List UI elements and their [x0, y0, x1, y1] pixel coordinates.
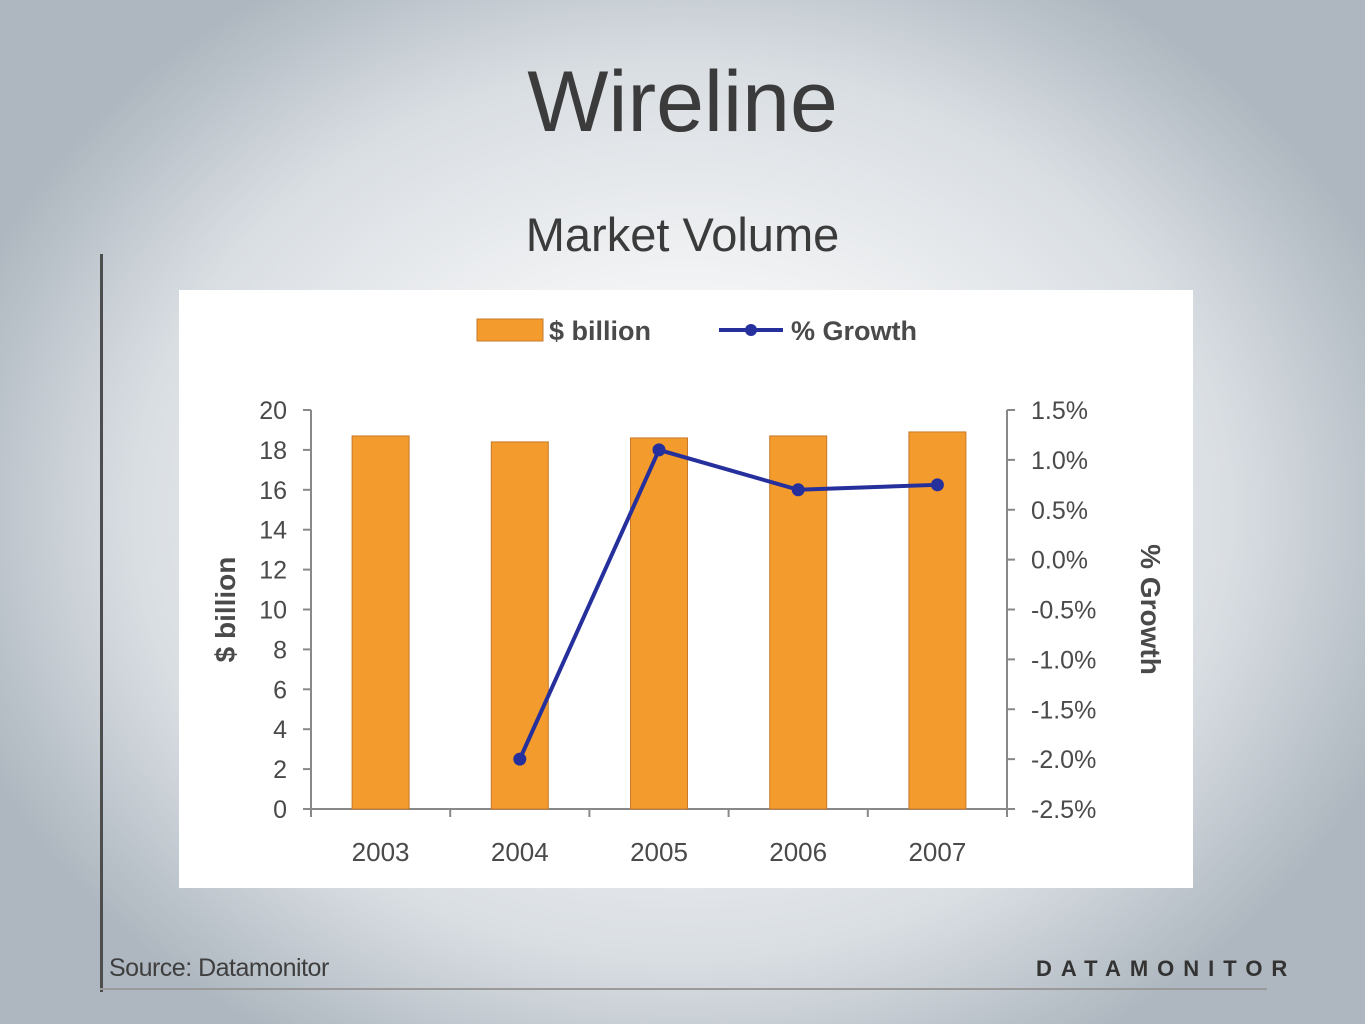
bar-2005 [630, 437, 688, 810]
right-tick-label: -1.5% [1031, 696, 1096, 724]
left-tick-label: 2 [273, 756, 287, 784]
right-tick-label: -2.0% [1031, 746, 1096, 774]
right-tick-label: 1.5% [1031, 397, 1088, 425]
x-tick-label: 2007 [908, 837, 966, 867]
right-tick-label: 0.0% [1031, 547, 1088, 575]
right-tick-label: 0.5% [1031, 497, 1088, 525]
left-tick-label: 8 [273, 636, 287, 664]
legend-line-label: % Growth [791, 316, 917, 346]
growth-point-2005 [652, 443, 666, 457]
left-tick-label: 4 [273, 716, 287, 744]
x-tick-label: 2005 [630, 837, 688, 867]
growth-point-2007 [930, 478, 944, 492]
bar-2004 [490, 441, 549, 810]
x-tick-label: 2006 [769, 837, 827, 867]
left-tick-label: 0 [273, 796, 287, 824]
slide-title: Wireline [527, 54, 838, 150]
legend-line-marker [745, 324, 757, 336]
right-tick-label: -0.5% [1031, 597, 1096, 625]
growth-point-2006 [791, 483, 805, 497]
slide-subtitle: Market Volume [525, 208, 840, 261]
x-tick-label: 2003 [352, 837, 410, 867]
left-tick-label: 10 [259, 597, 287, 625]
right-tick-label: -1.0% [1031, 646, 1096, 674]
left-tick-label: 16 [259, 477, 287, 505]
bar-2003 [351, 435, 410, 810]
frame-left-rule [100, 254, 103, 992]
right-tick-label: 1.0% [1031, 447, 1088, 475]
left-tick-label: 20 [259, 397, 287, 425]
right-tick-label: -2.5% [1031, 796, 1096, 824]
right-axis-title: % Growth [1135, 544, 1166, 675]
chart-panel: 0 2 4 6 8 10 12 14 16 18 20 -2.5% -2.0% -1.5% -1.0% -0.… [179, 290, 1193, 888]
left-tick-label: 12 [259, 557, 287, 585]
figure-frame [100, 254, 1267, 992]
market-volume-chart: 0 2 4 6 8 10 12 14 16 18 20 -2.5% -2.0% -1.5% -1.0% -0.… [210, 316, 1166, 867]
datamonitor-logo: DATAMONITOR [1036, 956, 1297, 981]
left-tick-label: 14 [259, 517, 287, 545]
legend-bar-label: $ billion [549, 316, 651, 346]
legend-bar-swatch [476, 318, 544, 342]
growth-point-2004 [513, 752, 527, 766]
x-tick-label: 2004 [491, 837, 549, 867]
growth-line [517, 447, 938, 760]
bar-2007 [908, 431, 967, 810]
left-tick-label: 6 [273, 676, 287, 704]
frame-bottom-rule [100, 988, 1267, 990]
bar-2006 [769, 435, 828, 810]
left-axis-title: $ billion [210, 557, 241, 663]
source-note: Source: Datamonitor [109, 954, 329, 982]
left-tick-label: 18 [259, 437, 287, 465]
